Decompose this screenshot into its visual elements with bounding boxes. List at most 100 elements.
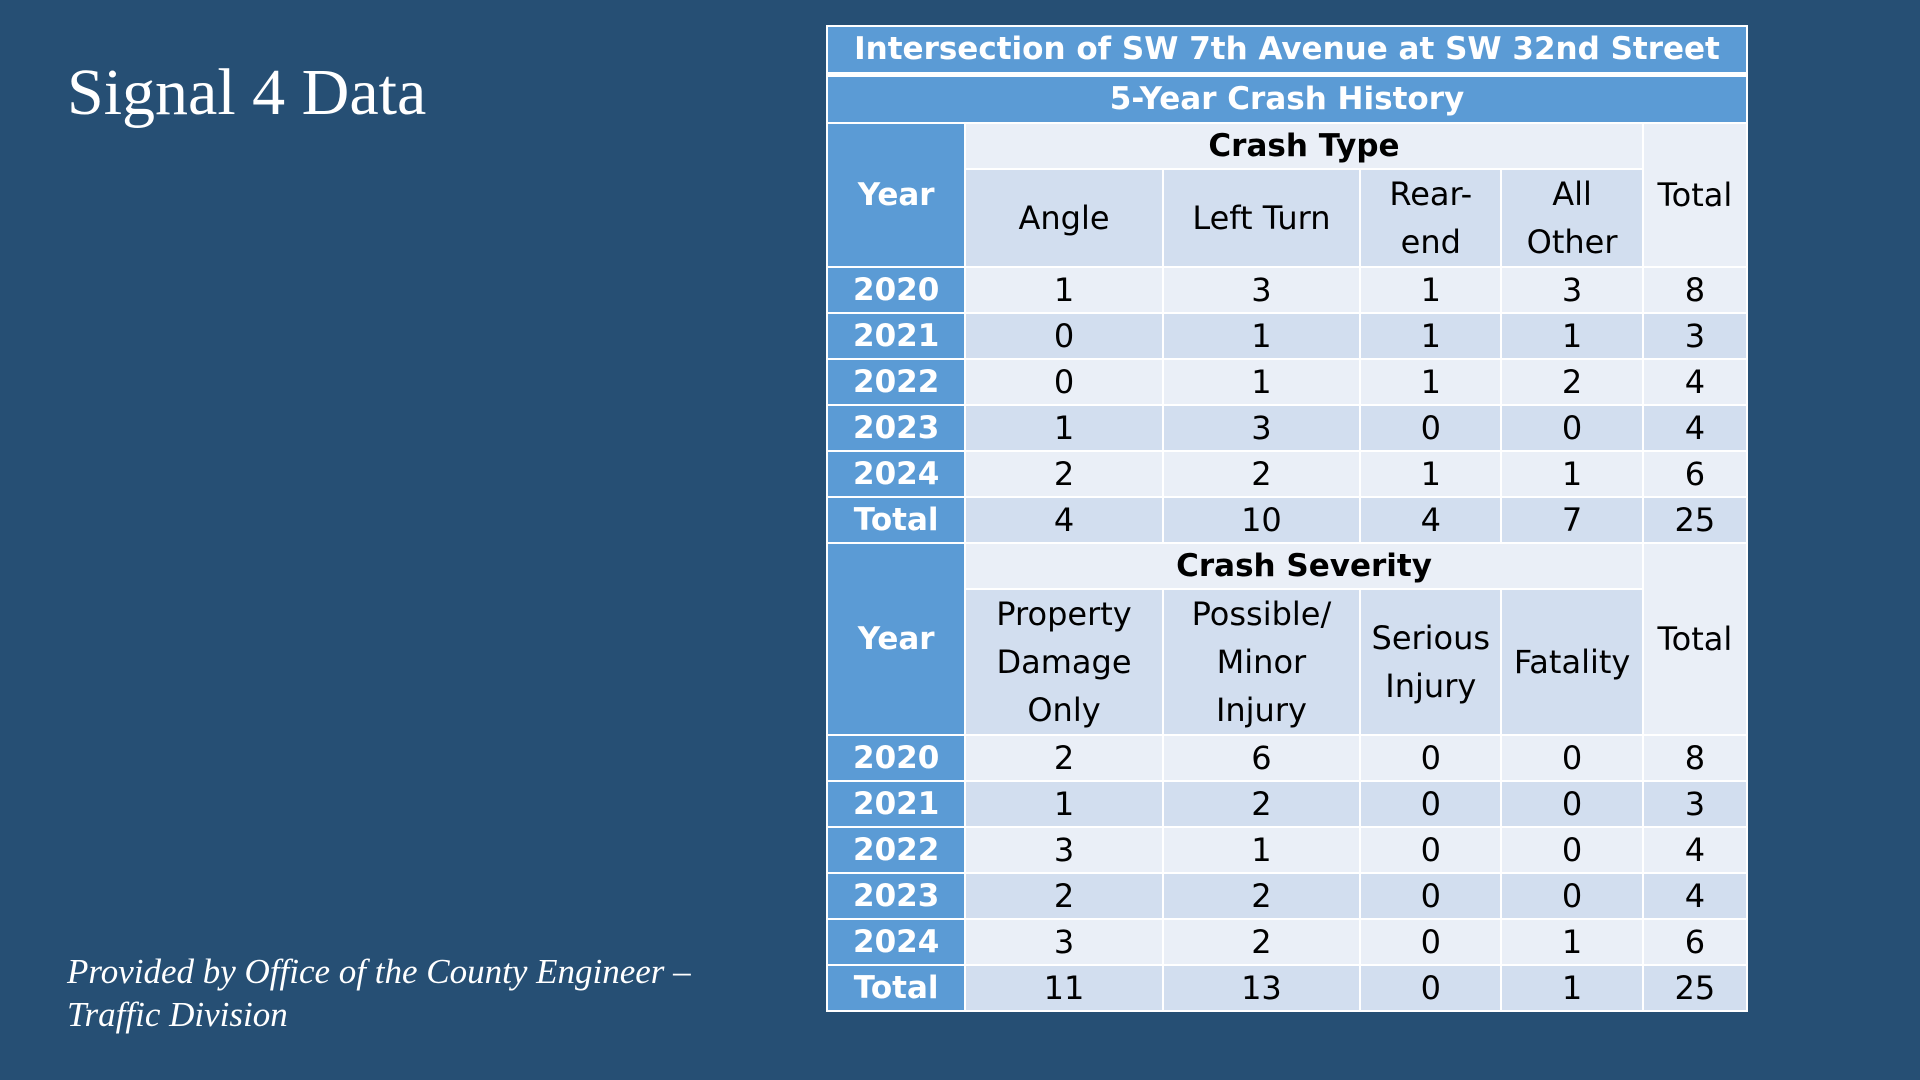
crash_type-row-2024: 2024 2 2 1 1 6 xyxy=(825,450,1749,498)
year-cell: 2023 xyxy=(825,404,967,452)
value-cell: 1 xyxy=(1500,918,1644,966)
year-cell: 2021 xyxy=(825,780,967,828)
crash-type-rows: 2020 1 3 1 3 8 2021 0 1 1 1 3 2022 0 1 1 2 4 2023 1 3 0 0 4 2024… xyxy=(825,266,1749,544)
value-cell: 1 xyxy=(964,404,1164,452)
value-cell: 3 xyxy=(1500,266,1644,314)
source-note-line-2: Traffic Division xyxy=(67,995,288,1034)
value-cell: 10 xyxy=(1161,496,1362,544)
value-cell: 1 xyxy=(1500,450,1644,498)
column-header-rear-end: Rear-end xyxy=(1359,168,1503,268)
value-cell: 2 xyxy=(1161,918,1362,966)
value-cell: 1 xyxy=(1161,312,1362,360)
crash-severity-group-header: Crash Severity xyxy=(964,542,1644,590)
table-title: Intersection of SW 7th Avenue at SW 32nd… xyxy=(826,25,1748,77)
value-cell: 0 xyxy=(1359,734,1503,782)
year-cell: Total xyxy=(825,964,967,1012)
crash_severity-row-2020: 2020 2 6 0 0 8 xyxy=(825,734,1749,782)
value-cell: 4 xyxy=(964,496,1164,544)
value-cell: 11 xyxy=(964,964,1164,1012)
crash_type-row-total: Total 4 10 4 7 25 xyxy=(825,496,1749,544)
crash_type-row-2023: 2023 1 3 0 0 4 xyxy=(825,404,1749,452)
value-cell: 1 xyxy=(1359,450,1503,498)
crash_severity-row-2022: 2022 3 1 0 0 4 xyxy=(825,826,1749,874)
crash_severity-row-total: Total 11 13 0 1 25 xyxy=(825,964,1749,1012)
value-cell: 1 xyxy=(1161,826,1362,874)
year-cell: 2022 xyxy=(825,358,967,406)
value-cell: 1 xyxy=(1161,358,1362,406)
crash-type-total-header: Total xyxy=(1641,122,1749,268)
crash_severity-row-2021: 2021 1 2 0 0 3 xyxy=(825,780,1749,828)
crash-type-year-header: Year xyxy=(825,122,967,268)
row-total-cell: 6 xyxy=(1641,450,1749,498)
row-total-cell: 4 xyxy=(1641,826,1749,874)
crash_type-row-2020: 2020 1 3 1 3 8 xyxy=(825,266,1749,314)
slide-title: Signal 4 Data xyxy=(67,56,427,129)
column-header-serious-injury: Serious Injury xyxy=(1359,588,1503,736)
row-total-cell: 4 xyxy=(1641,358,1749,406)
crash-severity-total-header: Total xyxy=(1641,542,1749,736)
value-cell: 2 xyxy=(1161,872,1362,920)
crash_type-row-2022: 2022 0 1 1 2 4 xyxy=(825,358,1749,406)
value-cell: 1 xyxy=(964,266,1164,314)
row-total-cell: 3 xyxy=(1641,312,1749,360)
value-cell: 2 xyxy=(1161,450,1362,498)
value-cell: 0 xyxy=(1500,734,1644,782)
value-cell: 0 xyxy=(1359,826,1503,874)
year-cell: 2020 xyxy=(825,266,967,314)
value-cell: 2 xyxy=(964,450,1164,498)
value-cell: 2 xyxy=(1500,358,1644,406)
row-total-cell: 8 xyxy=(1641,734,1749,782)
value-cell: 1 xyxy=(1359,312,1503,360)
year-cell: 2021 xyxy=(825,312,967,360)
value-cell: 2 xyxy=(1161,780,1362,828)
row-total-cell: 6 xyxy=(1641,918,1749,966)
value-cell: 1 xyxy=(1359,358,1503,406)
value-cell: 0 xyxy=(1500,780,1644,828)
row-total-cell: 25 xyxy=(1641,496,1749,544)
year-cell: 2024 xyxy=(825,450,967,498)
column-header-angle: Angle xyxy=(964,168,1164,268)
column-header-fatality: Fatality xyxy=(1500,588,1644,736)
crash-history-table: Intersection of SW 7th Avenue at SW 32nd… xyxy=(825,25,1749,1012)
value-cell: 0 xyxy=(1359,404,1503,452)
crash-severity-section: Year Crash Severity Total Property Damage Onl… xyxy=(825,542,1749,1012)
year-cell: 2022 xyxy=(825,826,967,874)
year-cell: Total xyxy=(825,496,967,544)
crash_type-row-2021: 2021 0 1 1 1 3 xyxy=(825,312,1749,360)
value-cell: 0 xyxy=(1359,964,1503,1012)
value-cell: 2 xyxy=(964,734,1164,782)
value-cell: 2 xyxy=(964,872,1164,920)
row-total-cell: 4 xyxy=(1641,872,1749,920)
value-cell: 0 xyxy=(1359,780,1503,828)
year-cell: 2024 xyxy=(825,918,967,966)
value-cell: 0 xyxy=(964,358,1164,406)
table-subtitle: 5-Year Crash History xyxy=(826,73,1748,124)
year-cell: 2020 xyxy=(825,734,967,782)
crash_severity-row-2023: 2023 2 2 0 0 4 xyxy=(825,872,1749,920)
crash-severity-year-header: Year xyxy=(825,542,967,736)
row-total-cell: 4 xyxy=(1641,404,1749,452)
value-cell: 7 xyxy=(1500,496,1644,544)
value-cell: 6 xyxy=(1161,734,1362,782)
value-cell: 0 xyxy=(1500,404,1644,452)
value-cell: 3 xyxy=(964,826,1164,874)
column-header-property-damage-only: Property Damage Only xyxy=(964,588,1164,736)
value-cell: 0 xyxy=(1500,872,1644,920)
row-total-cell: 25 xyxy=(1641,964,1749,1012)
row-total-cell: 8 xyxy=(1641,266,1749,314)
value-cell: 3 xyxy=(1161,266,1362,314)
value-cell: 3 xyxy=(964,918,1164,966)
value-cell: 0 xyxy=(1500,826,1644,874)
column-header-possible-minor-injury: Possible/Minor Injury xyxy=(1161,588,1362,736)
source-note: Provided by Office of the County Enginee… xyxy=(67,950,691,1036)
value-cell: 3 xyxy=(1161,404,1362,452)
source-note-line-1: Provided by Office of the County Enginee… xyxy=(67,952,691,991)
value-cell: 0 xyxy=(964,312,1164,360)
value-cell: 1 xyxy=(1500,964,1644,1012)
year-cell: 2023 xyxy=(825,872,967,920)
value-cell: 13 xyxy=(1161,964,1362,1012)
column-header-left-turn: Left Turn xyxy=(1161,168,1362,268)
value-cell: 1 xyxy=(964,780,1164,828)
value-cell: 4 xyxy=(1359,496,1503,544)
column-header-all-other: All Other xyxy=(1500,168,1644,268)
